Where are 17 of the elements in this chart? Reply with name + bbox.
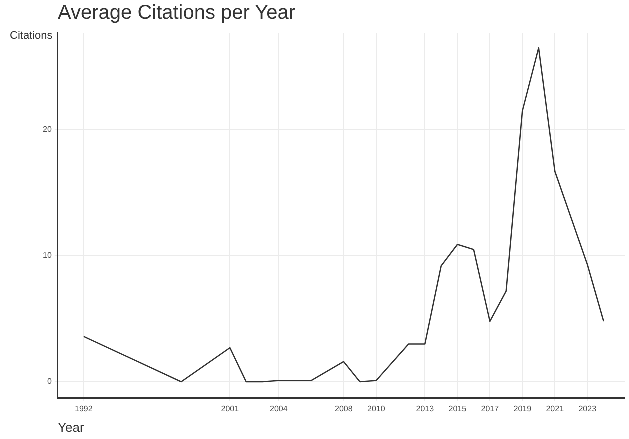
x-tick-label: 2019: [514, 404, 532, 414]
y-tick-label: 10: [42, 251, 52, 260]
x-tick-label: 2010: [367, 404, 386, 414]
y-tick-label: 0: [47, 377, 52, 386]
chart-title: Average Citations per Year: [58, 2, 296, 25]
x-tick-label: 2015: [448, 404, 468, 414]
x-tick-label: 2013: [416, 404, 435, 414]
x-tick-label: 2004: [270, 404, 288, 414]
x-tick-label: 2023: [578, 404, 598, 414]
x-tick-label: 2008: [334, 404, 354, 414]
x-tick-label: 2021: [546, 404, 565, 414]
y-axis-title: Citations: [10, 30, 53, 42]
x-tick-label: 2017: [481, 404, 500, 414]
x-tick-label: 1992: [75, 404, 94, 414]
x-axis-title: Year: [58, 420, 84, 435]
y-tick-label: 20: [42, 125, 52, 134]
x-tick-label: 2001: [221, 404, 240, 414]
